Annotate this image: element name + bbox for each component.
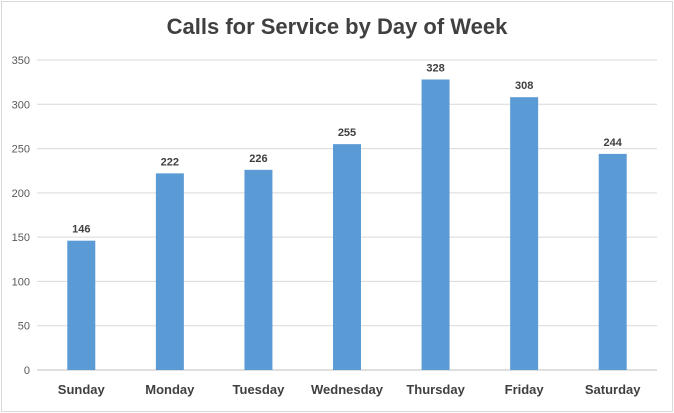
category-label: Thursday bbox=[406, 382, 465, 397]
y-tick-label: 200 bbox=[12, 188, 30, 200]
y-tick-label: 50 bbox=[18, 321, 30, 333]
data-label: 226 bbox=[249, 153, 267, 165]
bar-sunday bbox=[67, 240, 96, 370]
y-tick-label: 100 bbox=[12, 276, 30, 288]
bar-friday bbox=[510, 97, 539, 370]
bar-wednesday bbox=[333, 144, 361, 370]
y-tick-label: 350 bbox=[12, 55, 30, 67]
data-label: 222 bbox=[161, 156, 179, 168]
data-labels: 146 222 226 255 328 308 244 bbox=[72, 62, 623, 235]
category-label: Wednesday bbox=[311, 382, 384, 397]
bar-monday bbox=[155, 173, 184, 370]
bar-tuesday bbox=[244, 169, 273, 370]
data-label: 328 bbox=[426, 62, 444, 74]
bar-thursday bbox=[421, 79, 450, 370]
bars bbox=[67, 79, 627, 370]
category-label: Sunday bbox=[58, 382, 106, 397]
data-label: 146 bbox=[72, 224, 90, 236]
data-label: 244 bbox=[604, 137, 623, 149]
data-label: 255 bbox=[338, 127, 356, 139]
y-tick-label: 150 bbox=[12, 232, 30, 244]
data-label: 308 bbox=[515, 80, 533, 92]
y-axis-tick-labels: 0 50 100 150 200 250 300 350 bbox=[12, 55, 30, 377]
y-tick-label: 300 bbox=[12, 99, 30, 111]
category-label: Saturday bbox=[585, 382, 641, 397]
category-label: Monday bbox=[145, 382, 195, 397]
y-tick-label: 250 bbox=[12, 144, 30, 156]
x-axis-category-labels: Sunday Monday Tuesday Wednesday Thursday Frid… bbox=[58, 382, 641, 397]
y-tick-label: 0 bbox=[24, 365, 30, 377]
category-label: Friday bbox=[505, 382, 545, 397]
bar-saturday bbox=[598, 153, 627, 370]
category-label: Tuesday bbox=[233, 382, 286, 397]
chart-title: Calls for Service by Day of Week bbox=[166, 14, 508, 39]
